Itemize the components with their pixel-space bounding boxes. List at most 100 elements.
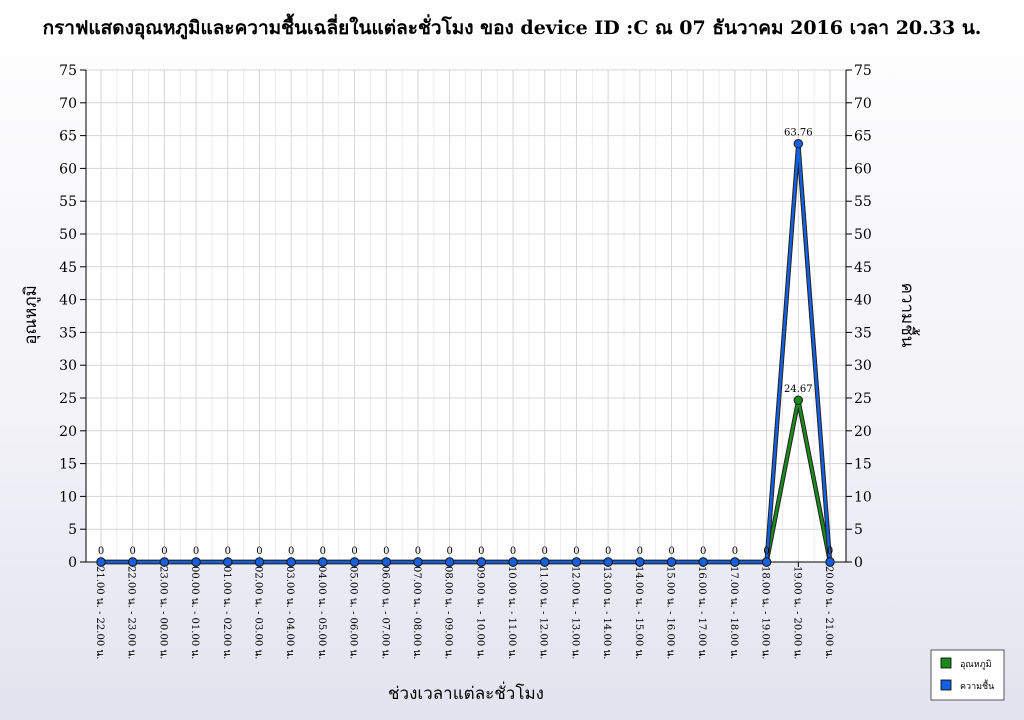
x-tick-label: 04.00 น. - 05.00 น. bbox=[316, 566, 327, 659]
y-tick-label-right: 55 bbox=[854, 194, 872, 210]
x-tick-label: 03.00 น. - 04.00 น. bbox=[284, 566, 295, 659]
legend-swatch-temperature bbox=[940, 657, 952, 669]
y-tick-label: 75 bbox=[59, 63, 77, 79]
x-tick-label: 17.00 น. - 18.00 น. bbox=[728, 566, 739, 659]
y-axis-label-right: ความชื้น bbox=[897, 283, 920, 348]
x-tick-label: 11.00 น. - 12.00 น. bbox=[538, 566, 549, 659]
y-tick-label: 25 bbox=[59, 391, 77, 407]
data-label: 0 bbox=[130, 546, 136, 557]
x-tick-label: 18.00 น. - 19.00 น. bbox=[760, 566, 771, 659]
x-tick-label: 07.00 น. - 08.00 น. bbox=[411, 566, 422, 659]
data-label: 0 bbox=[637, 546, 643, 557]
data-point bbox=[444, 557, 455, 567]
x-tick-label: 02.00 น. - 03.00 น. bbox=[252, 566, 263, 659]
y-tick-label: 15 bbox=[59, 457, 77, 473]
data-point bbox=[318, 557, 328, 567]
data-label: 0 bbox=[446, 546, 452, 557]
data-point bbox=[508, 557, 518, 567]
chart-title: กราฟแสดงอุณหภูมิและความชื้นเฉลี่ยในแต่ละ… bbox=[43, 13, 982, 40]
x-tick-label: 06.00 น. - 07.00 น. bbox=[379, 566, 390, 659]
legend: อุณหภูมิ ความชื้น bbox=[930, 649, 1005, 701]
data-label: 0 bbox=[732, 546, 738, 557]
data-label: 0 bbox=[288, 546, 294, 557]
data-point bbox=[127, 557, 138, 567]
data-point bbox=[761, 557, 772, 567]
grid bbox=[86, 69, 846, 563]
data-point bbox=[381, 557, 391, 567]
legend-label-humidity: ความชื้น bbox=[960, 679, 994, 692]
y-tick-label: 40 bbox=[59, 293, 77, 309]
y-tick-label: 20 bbox=[59, 424, 77, 440]
data-label: 0 bbox=[542, 546, 548, 557]
data-label: 0 bbox=[573, 546, 579, 557]
y-tick-label: 0 bbox=[68, 555, 77, 571]
data-point bbox=[666, 557, 677, 567]
data-point bbox=[223, 557, 233, 567]
y-tick-label-right: 45 bbox=[854, 260, 872, 276]
y-tick-label: 5 bbox=[68, 522, 77, 538]
y-ticks-left: 0 5 10 15 20 25 30 35 40 45 50 55 60 65 70 75 bbox=[59, 63, 86, 571]
y-tick-label-right: 0 bbox=[854, 555, 863, 571]
data-point bbox=[730, 557, 740, 567]
y-tick-label-right: 15 bbox=[854, 457, 872, 473]
y-tick-label: 50 bbox=[59, 227, 77, 243]
data-labels: 0 0 0 0 0 0 0 0 0 0 0 0 0 0 0 0 0 0 0 0 0 0 24.67 0 63.76 bbox=[98, 128, 833, 557]
y-tick-label: 70 bbox=[59, 96, 77, 112]
data-point bbox=[254, 557, 265, 567]
x-axis-label: ช่วงเวลาแต่ละชั่วโมง bbox=[388, 681, 544, 704]
legend-swatch-humidity bbox=[940, 679, 952, 691]
data-label: 24.67 bbox=[784, 384, 813, 395]
x-tick-label: 15.00 น. - 16.00 น. bbox=[665, 566, 676, 659]
x-tick-label: 13.00 น. - 14.00 น. bbox=[601, 566, 612, 659]
x-tick-label: 08.00 น. - 09.00 น. bbox=[443, 566, 454, 659]
data-point bbox=[793, 395, 804, 405]
data-point bbox=[540, 557, 550, 567]
x-tick-label: 05.00 น. - 06.00 น. bbox=[348, 566, 359, 659]
series-line bbox=[101, 142, 832, 564]
x-tick-label: 22.00 น. - 23.00 น. bbox=[126, 566, 137, 659]
y-tick-label-right: 60 bbox=[854, 161, 872, 177]
y-tick-label-right: 30 bbox=[854, 358, 872, 374]
y-tick-label-right: 20 bbox=[854, 424, 872, 440]
data-label: 0 bbox=[225, 546, 231, 557]
y-tick-label-right: 10 bbox=[854, 489, 872, 505]
y-tick-label-right: 40 bbox=[854, 293, 872, 309]
data-point bbox=[159, 557, 170, 567]
y-tick-label-right: 5 bbox=[854, 522, 863, 538]
data-label: 0 bbox=[415, 546, 421, 557]
x-tick-label: 20.00 น. - 21.00 น. bbox=[823, 566, 834, 659]
data-point bbox=[825, 557, 835, 567]
y-tick-label-right: 25 bbox=[854, 391, 872, 407]
points bbox=[96, 139, 835, 567]
y-tick-label: 60 bbox=[59, 161, 77, 177]
x-tick-label: 12.00 น. - 13.00 น. bbox=[569, 566, 580, 659]
legend-box bbox=[930, 649, 1005, 701]
x-tick-label: 00.00 น. - 01.00 น. bbox=[189, 566, 200, 659]
data-label: 0 bbox=[510, 546, 516, 557]
data-label: 0 bbox=[256, 546, 262, 557]
y-tick-label: 10 bbox=[59, 489, 77, 505]
y-tick-label: 55 bbox=[59, 194, 77, 210]
x-tick-label: 21.00 น. - 22.00 น. bbox=[94, 566, 105, 659]
data-label: 0 bbox=[351, 546, 357, 557]
y-axis-label: อุณหภูมิ bbox=[21, 285, 41, 345]
data-label: 0 bbox=[98, 546, 104, 557]
data-label: 0 bbox=[827, 546, 833, 557]
data-label: 0 bbox=[668, 546, 674, 557]
x-tick-label: 14.00 น. - 15.00 น. bbox=[633, 566, 644, 659]
x-tick-label: 10.00 น. - 11.00 น. bbox=[506, 566, 517, 659]
x-tick-label: 09.00 น. - 10.00 น. bbox=[474, 566, 485, 659]
y-tick-label: 45 bbox=[59, 260, 77, 276]
y-tick-label: 65 bbox=[59, 129, 77, 145]
data-label: 0 bbox=[161, 546, 167, 557]
x-tick-label: 01.00 น. - 02.00 น. bbox=[221, 566, 232, 659]
data-point bbox=[286, 557, 296, 567]
data-label: 0 bbox=[763, 546, 769, 557]
x-tick-label: 16.00 น. - 17.00 น. bbox=[696, 566, 707, 659]
data-label: 0 bbox=[700, 546, 706, 557]
y-tick-label-right: 50 bbox=[854, 227, 872, 243]
y-tick-label-right: 65 bbox=[854, 129, 872, 145]
series bbox=[101, 141, 833, 565]
data-label: 63.76 bbox=[784, 128, 813, 139]
